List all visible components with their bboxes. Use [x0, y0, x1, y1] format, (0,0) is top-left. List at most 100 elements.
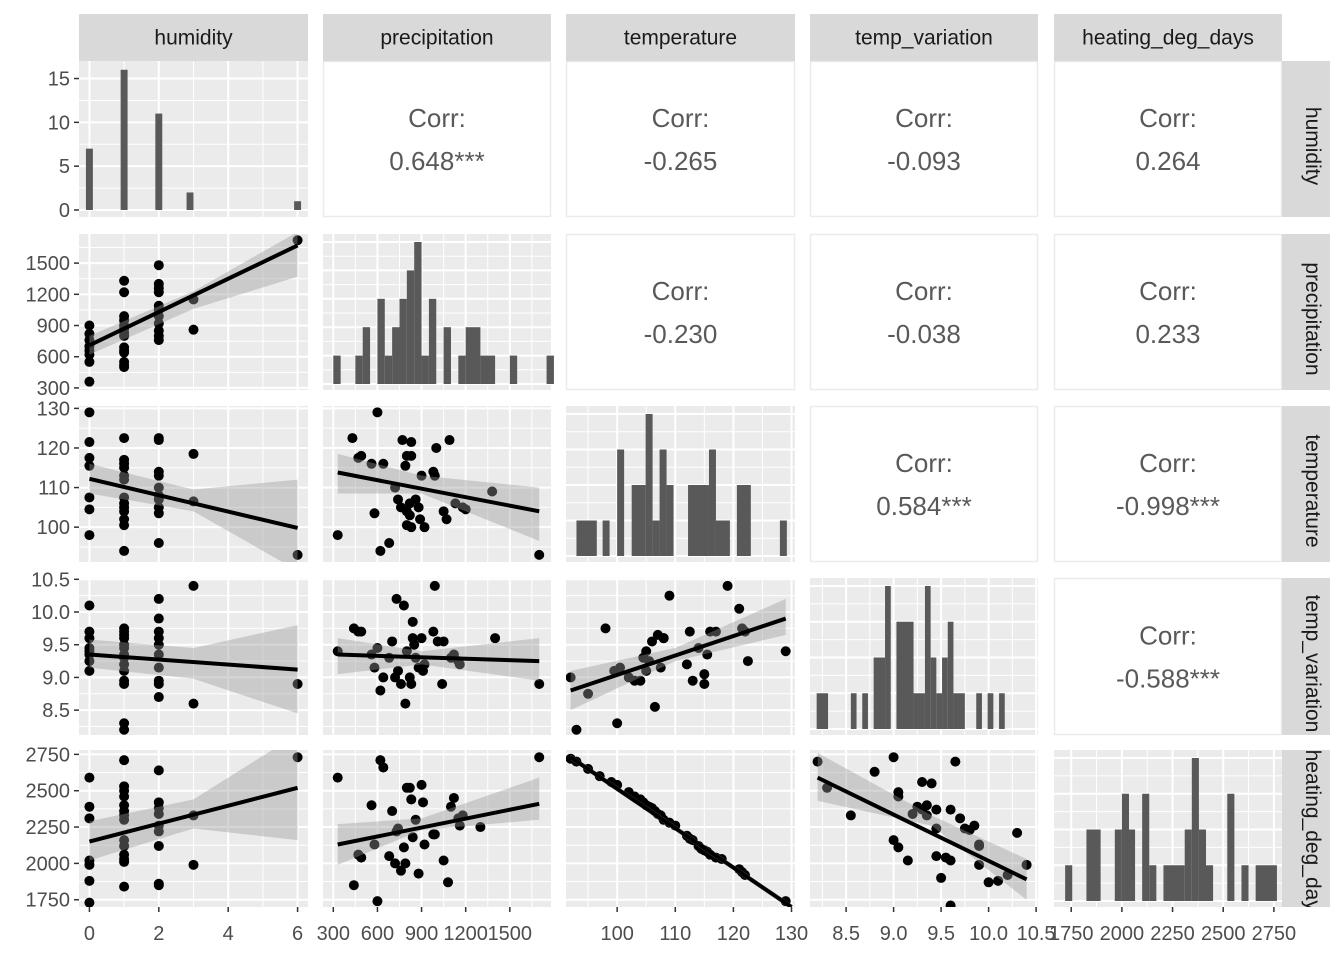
scatter-point: [347, 433, 358, 444]
confidence-band: [89, 625, 298, 714]
panel-r5-c3: [566, 750, 795, 907]
scatter-point: [84, 859, 95, 870]
scatter-point: [84, 492, 95, 503]
corr-value: -0.998***: [1116, 491, 1220, 521]
histogram-bar: [1241, 865, 1249, 901]
strip-right-bg: [1282, 750, 1330, 907]
scatter-point: [84, 407, 95, 418]
histogram-bar: [465, 327, 481, 384]
scatter-point: [153, 692, 164, 703]
panel-r3-c4: Corr: 0.584***: [809, 405, 1039, 563]
scatter-point: [893, 842, 904, 853]
scatter-point: [84, 376, 95, 387]
corr-label: Corr:: [652, 103, 710, 133]
strip-top-bg: [566, 14, 795, 61]
histogram-bar: [816, 693, 829, 729]
corr-panel-border: [1053, 233, 1283, 391]
scatter-point: [119, 665, 130, 676]
scatter-point: [702, 649, 713, 660]
scatter-point: [188, 448, 199, 459]
scatter-point: [84, 460, 95, 471]
strip-top-label: temp_variation: [855, 27, 993, 50]
scatter-point: [429, 470, 440, 481]
corr-value: -0.038: [887, 319, 961, 349]
x-tick-label: 2250: [1150, 923, 1195, 945]
scatter-point: [84, 600, 95, 611]
scatter-point: [490, 633, 501, 644]
histogram-bar: [458, 355, 466, 384]
strip-right-text-group: temp_variation: [1301, 595, 1324, 733]
histogram-bar: [399, 298, 407, 384]
strip-right-text-group: temperature: [1301, 434, 1324, 547]
corr-label: Corr:: [1139, 621, 1197, 651]
scatter-point: [119, 287, 130, 298]
corr-value: -0.093: [887, 146, 961, 176]
panel-r2-c3: Corr: -0.230: [565, 233, 796, 391]
scatter-point: [84, 633, 95, 644]
corr-value: 0.233: [1135, 319, 1200, 349]
panel-content: [812, 752, 1032, 907]
scatter-point: [348, 880, 359, 891]
histogram-bar: [617, 449, 625, 556]
histogram-bar: [942, 657, 948, 729]
scatter-point: [119, 362, 130, 373]
corr-panel-border: [809, 60, 1039, 218]
histogram-bar: [428, 298, 437, 384]
scatter-point: [566, 672, 576, 683]
x-tick-label: 900: [405, 923, 438, 945]
x-tick-label: 8.5: [832, 923, 860, 945]
x-tick-label: 1750: [1049, 923, 1094, 945]
panel-r5-c1: [79, 750, 308, 907]
scatter-point: [119, 433, 130, 444]
strip-right-bg: [1282, 406, 1330, 562]
histogram-bar: [377, 298, 385, 384]
scatter-point: [571, 724, 582, 735]
scatter-point: [418, 797, 429, 808]
histogram-bar: [1128, 829, 1136, 901]
histogram-bar: [1086, 829, 1101, 901]
scatter-point: [902, 855, 913, 866]
scatter-point: [448, 792, 459, 803]
corr-label: Corr:: [1139, 276, 1197, 306]
y-tick-label: 15: [48, 69, 70, 91]
scatter-point: [406, 437, 417, 448]
scatter-point: [419, 839, 430, 850]
scatter-point: [416, 779, 427, 790]
histogram-bar: [936, 693, 943, 729]
histogram-bar: [1206, 865, 1214, 901]
scatter-point: [404, 782, 415, 793]
scatter-point: [907, 808, 918, 819]
scatter-point: [369, 508, 380, 519]
scatter-point: [993, 875, 1004, 886]
x-tick-label: 120: [717, 923, 750, 945]
scatter-point: [649, 701, 660, 712]
corr-panel-border: [1053, 60, 1283, 218]
histogram-bar: [947, 621, 954, 729]
histogram-bar: [885, 586, 891, 729]
panel-content: [566, 753, 793, 907]
scatter-point: [398, 600, 409, 611]
y-tick-label: 100: [37, 517, 70, 539]
scatter-point: [431, 442, 442, 453]
x-tick-label: 2750: [1252, 923, 1297, 945]
histogram-bar: [953, 693, 965, 729]
scatter-point: [410, 494, 421, 505]
histogram-bar: [930, 657, 937, 729]
axes-layer: 0 2 4 6 300 600 900 1200 1500 100 110 120 130 8.5 9.0 9…: [26, 69, 1297, 945]
panel-r3-c2: [323, 406, 551, 562]
scatter-point: [845, 810, 856, 821]
panels-layer: Corr:0.648***Corr:-0.265Corr:-0.093Corr:…: [79, 60, 1283, 907]
scatter-point: [153, 508, 164, 519]
panel-r2-c5: Corr: 0.233: [1053, 233, 1283, 391]
histogram-bar: [1191, 758, 1199, 901]
scatter-point: [413, 868, 424, 879]
scatter-point: [406, 450, 417, 461]
regression-line: [337, 470, 540, 514]
scatter-point: [406, 678, 417, 689]
regression-line: [570, 616, 787, 693]
scatter-point: [710, 626, 721, 637]
strip-right-bg: [1282, 578, 1330, 735]
scatter-point: [926, 778, 937, 789]
scatter-point: [438, 855, 449, 866]
histogram-bar: [1149, 865, 1157, 901]
